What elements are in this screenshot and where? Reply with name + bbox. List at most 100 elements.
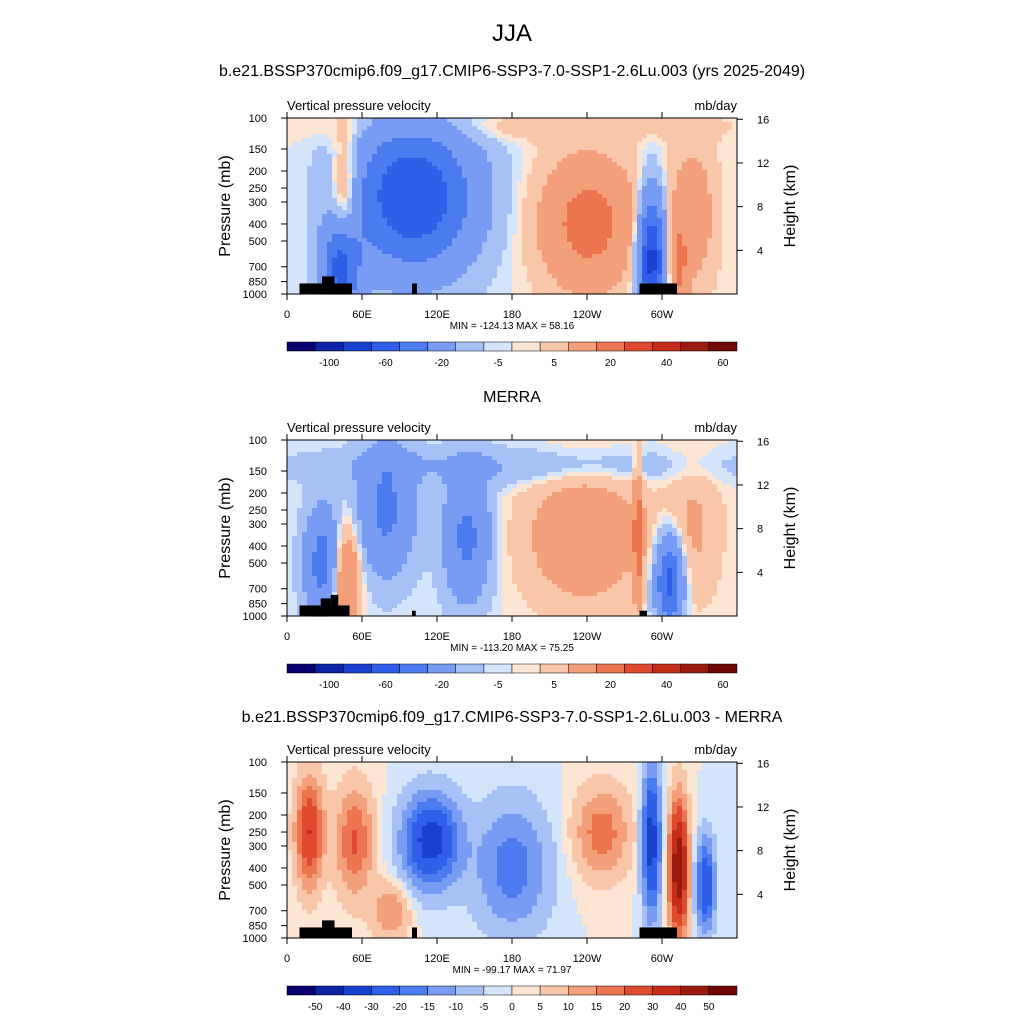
contour-cell: [352, 210, 358, 215]
panel-title: MERRA: [483, 389, 541, 406]
contour-cell: [682, 130, 688, 135]
contour-cell: [567, 266, 573, 271]
contour-cell: [422, 122, 428, 127]
contour-cell: [487, 202, 493, 207]
contour-cell: [332, 202, 338, 207]
contour-cell: [507, 274, 513, 279]
contour-cell: [727, 448, 733, 453]
contour-cell: [537, 282, 543, 287]
contour-cell: [707, 190, 713, 195]
contour-cell: [467, 166, 473, 171]
contour-cell: [317, 250, 323, 255]
contour-cell: [407, 194, 413, 199]
contour-cell: [307, 170, 313, 175]
contour-cell: [402, 476, 408, 481]
contour-cell: [692, 214, 698, 219]
contour-cell: [337, 258, 343, 263]
contour-cell: [452, 142, 458, 147]
contour-cell: [507, 150, 513, 155]
contour-cell: [427, 122, 433, 127]
contour-cell: [512, 448, 518, 453]
contour-cell: [442, 210, 448, 215]
contour-cell: [437, 146, 443, 151]
contour-cell: [382, 480, 388, 485]
contour-cell: [307, 182, 313, 187]
contour-cell: [342, 440, 348, 445]
contour-cell: [517, 202, 523, 207]
contour-cell: [582, 270, 588, 275]
contour-cell: [522, 290, 528, 295]
contour-cell: [577, 238, 583, 243]
contour-cell: [367, 246, 373, 251]
contour-cell: [502, 154, 508, 159]
contour-cell: [477, 282, 483, 287]
contour-cell: [702, 158, 708, 163]
contour-cell: [447, 468, 453, 473]
contour-cell: [722, 138, 728, 143]
contour-cell: [692, 226, 698, 231]
contour-cell: [362, 210, 368, 215]
contour-cell: [482, 178, 488, 183]
contour-cell: [517, 206, 523, 211]
contour-cell: [632, 262, 638, 267]
contour-cell: [722, 170, 728, 175]
contour-cell: [382, 150, 388, 155]
contour-cell: [287, 202, 293, 207]
contour-cell: [652, 214, 658, 219]
colorbar-swatch: [314, 341, 344, 352]
contour-cell: [507, 472, 513, 477]
contour-cell: [477, 476, 483, 481]
contour-cell: [557, 190, 563, 195]
contour-cell: [312, 266, 318, 271]
contour-cell: [292, 154, 298, 159]
contour-cell: [542, 206, 548, 211]
contour-cell: [437, 456, 443, 461]
contour-cell: [322, 274, 328, 279]
contour-cell: [732, 460, 738, 465]
contour-cell: [702, 178, 708, 183]
contour-cell: [342, 162, 348, 167]
contour-cell: [292, 210, 298, 215]
contour-cell: [452, 290, 458, 295]
contour-cell: [472, 198, 478, 203]
contour-cell: [612, 448, 618, 453]
contour-cell: [377, 222, 383, 227]
contour-cell: [557, 166, 563, 171]
contour-cell: [387, 460, 393, 465]
contour-cell: [457, 206, 463, 211]
contour-cell: [547, 460, 553, 465]
contour-cell: [402, 166, 408, 171]
contour-cell: [662, 274, 668, 279]
contour-cell: [667, 262, 673, 267]
contour-cell: [627, 206, 633, 211]
contour-cell: [427, 290, 433, 295]
contour-cell: [302, 250, 308, 255]
contour-cell: [307, 154, 313, 159]
contour-cell: [622, 222, 628, 227]
contour-cell: [667, 258, 673, 263]
contour-cell: [462, 198, 468, 203]
contour-cell: [567, 258, 573, 263]
contour-cell: [357, 464, 363, 469]
contour-cell: [462, 448, 468, 453]
contour-cell: [332, 218, 338, 223]
contour-cell: [552, 146, 558, 151]
contour-cell: [692, 118, 698, 123]
contour-cell: [682, 266, 688, 271]
contour-cell: [612, 472, 618, 477]
contour-cell: [452, 174, 458, 179]
contour-cell: [557, 182, 563, 187]
contour-cell: [477, 290, 483, 295]
contour-cell: [677, 214, 683, 219]
contour-cell: [302, 150, 308, 155]
colorbar-label: -5: [493, 358, 502, 369]
contour-cell: [692, 274, 698, 279]
contour-cell: [587, 198, 593, 203]
contour-cell: [612, 138, 618, 143]
contour-cell: [327, 456, 333, 461]
contour-cell: [377, 282, 383, 287]
contour-cell: [347, 178, 353, 183]
contour-cell: [427, 166, 433, 171]
contour-cell: [392, 142, 398, 147]
contour-cell: [462, 230, 468, 235]
